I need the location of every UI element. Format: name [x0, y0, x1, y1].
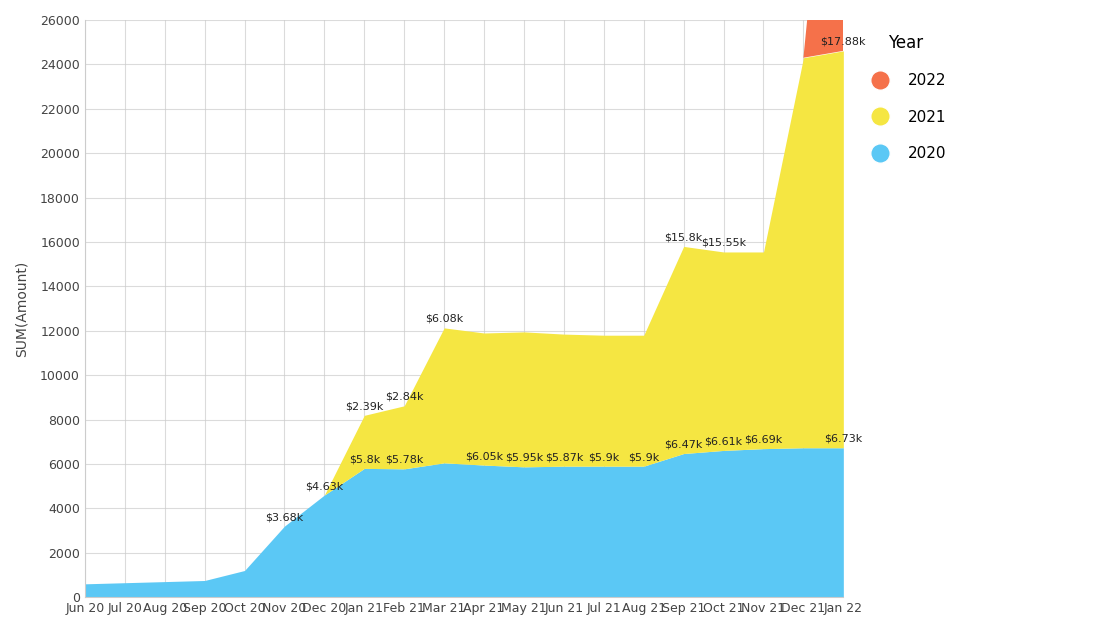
- Legend: 2022, 2021, 2020: 2022, 2021, 2020: [859, 28, 953, 167]
- Text: $4.63k: $4.63k: [305, 481, 343, 491]
- Text: $2.84k: $2.84k: [385, 392, 424, 402]
- Text: $3.68k: $3.68k: [265, 512, 304, 522]
- Y-axis label: SUM(Amount): SUM(Amount): [15, 260, 29, 357]
- Text: $6.08k: $6.08k: [425, 314, 463, 324]
- Text: $5.78k: $5.78k: [385, 455, 424, 465]
- Text: $5.9k: $5.9k: [588, 452, 619, 462]
- Text: $6.05k: $6.05k: [465, 451, 503, 461]
- Text: $5.87k: $5.87k: [544, 452, 583, 462]
- Text: $6.47k: $6.47k: [664, 440, 703, 450]
- Text: $5.8k: $5.8k: [349, 454, 379, 464]
- Text: $15.55k: $15.55k: [701, 238, 746, 248]
- Text: $17.88k: $17.88k: [821, 37, 866, 47]
- Text: $2.39k: $2.39k: [345, 401, 384, 411]
- Text: $5.95k: $5.95k: [505, 453, 543, 463]
- Text: $6.69k: $6.69k: [745, 435, 782, 445]
- Text: $6.73k: $6.73k: [824, 433, 862, 444]
- Text: $6.61k: $6.61k: [704, 437, 742, 447]
- Text: $15.8k: $15.8k: [664, 232, 703, 243]
- Text: $5.9k: $5.9k: [628, 452, 659, 462]
